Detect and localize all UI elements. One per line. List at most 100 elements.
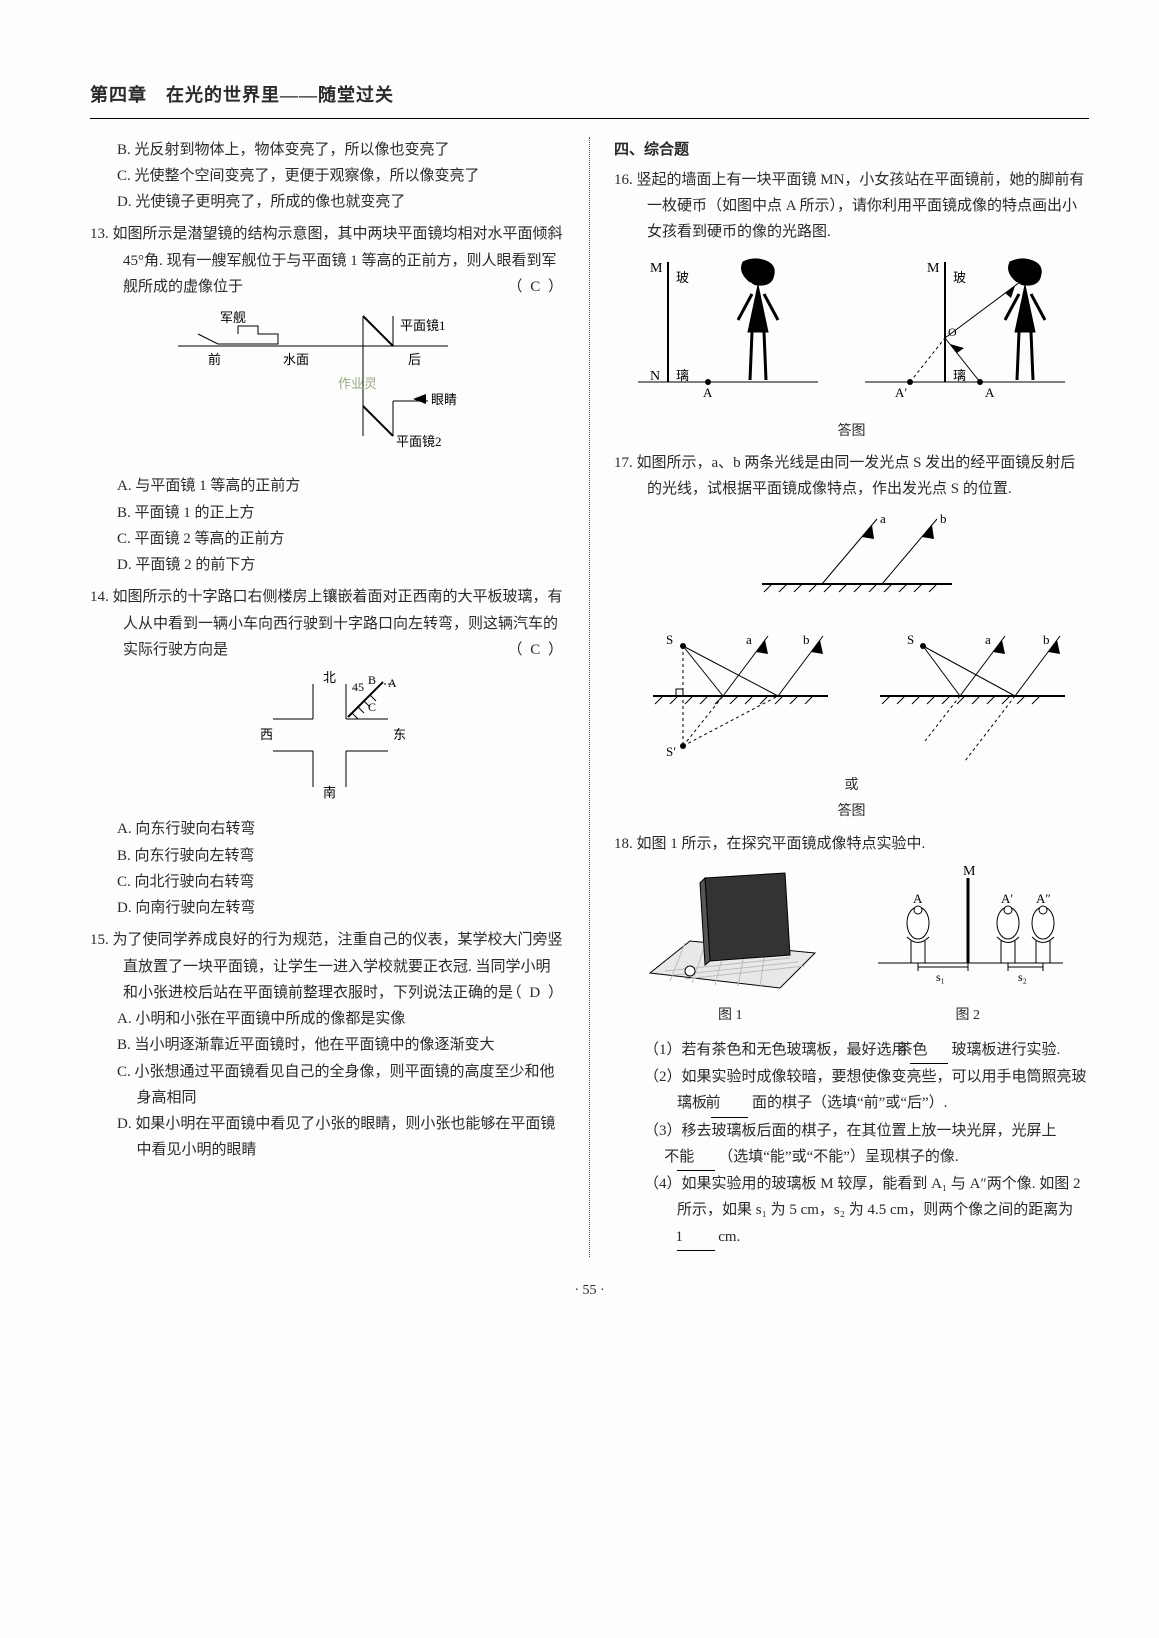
q15-opt-a: A. 小明和小张在平面镜中所成的像都是实像 [90, 1006, 565, 1032]
svg-text:C: C [368, 700, 376, 714]
q16-figure: M N 玻 璃 A [614, 252, 1089, 412]
q15-opt-d: D. 如果小明在平面镜中看见了小张的眼睛，则小张也能够在平面镜中看见小明的眼睛 [90, 1111, 565, 1164]
q14-answer: （ C ） [540, 637, 565, 663]
q12-opt-b: B. 光反射到物体上，物体变亮了，所以像也变亮了 [90, 137, 565, 163]
q15-stem-text: 15. 为了使同学养成良好的行为规范，注重自己的仪表，某学校大门旁竖直放置了一块… [90, 932, 563, 1001]
q17-or-label: 或 [614, 774, 1089, 799]
svg-text:A″: A″ [1036, 891, 1051, 906]
q15-answer: （ D ） [540, 980, 565, 1006]
svg-text:b: b [803, 632, 810, 647]
q16-answer-label: 答图 [614, 420, 1089, 445]
q13-opt-b: B. 平面镜 1 的正上方 [90, 500, 565, 526]
svg-text:s₂: s₂ [1018, 970, 1027, 984]
q18-p1-blank: 茶色 [910, 1037, 948, 1064]
q18-figure: 图 1 M A [614, 863, 1089, 1029]
q14-stem-text: 14. 如图所示的十字路口右侧楼房上镶嵌着面对正西南的大平板玻璃，有人从中看到一… [90, 589, 563, 658]
svg-text:M: M [963, 864, 976, 879]
svg-text:玻: 玻 [953, 270, 966, 285]
q14-stem: 14. 如图所示的十字路口右侧楼房上镶嵌着面对正西南的大平板玻璃，有人从中看到一… [90, 584, 565, 663]
q18-p4-blank: 1 [677, 1224, 715, 1251]
svg-text:B: B [368, 673, 376, 687]
svg-text:水面: 水面 [283, 352, 309, 367]
q18-p1-post: 玻璃板进行实验. [952, 1042, 1061, 1058]
svg-text:眼睛: 眼睛 [431, 392, 457, 407]
svg-text:M: M [650, 261, 663, 276]
q13-stem: 13. 如图所示是潜望镜的结构示意图，其中两块平面镜均相对水平面倾斜 45°角.… [90, 221, 565, 300]
svg-text:S: S [907, 632, 914, 647]
q18-p4: （4）如果实验用的玻璃板 M 较厚，能看到 A₁ 与 A″两个像. 如图 2 所… [614, 1171, 1089, 1251]
svg-text:南: 南 [323, 785, 336, 799]
svg-text:M: M [927, 261, 940, 276]
svg-text:璃: 璃 [676, 368, 689, 383]
page-number: · 55 · [90, 1279, 1089, 1304]
q15-stem: 15. 为了使同学养成良好的行为规范，注重自己的仪表，某学校大门旁竖直放置了一块… [90, 927, 565, 1006]
q13-answer: （ C ） [540, 274, 565, 300]
q15-opt-b: B. 当小明逐渐靠近平面镜时，他在平面镜中的像逐渐变大 [90, 1032, 565, 1058]
q18-p2-blank: 前 [711, 1090, 749, 1117]
svg-text:A′: A′ [895, 385, 907, 400]
svg-text:45: 45 [352, 680, 364, 694]
svg-text:S′: S′ [666, 744, 676, 759]
svg-text:前: 前 [208, 352, 221, 367]
svg-text:A′: A′ [1001, 891, 1013, 906]
svg-text:西: 西 [260, 727, 273, 742]
q17-figure-answer: S a b S′ [614, 616, 1089, 766]
svg-text:玻: 玻 [676, 270, 689, 285]
section-4-head: 四、综合题 [614, 137, 1089, 163]
q14-opt-d: D. 向南行驶向左转弯 [90, 895, 565, 921]
q18-p4-post: cm. [718, 1229, 740, 1245]
q18-fig2-label: 图 2 [863, 1004, 1073, 1029]
svg-text:A: A [388, 676, 397, 690]
svg-text:O: O [948, 325, 957, 339]
svg-text:作业灵: 作业灵 [338, 376, 377, 391]
q12-opt-d: D. 光使镜子更明亮了，所成的像也就变亮了 [90, 189, 565, 215]
right-column: 四、综合题 16. 竖起的墙面上有一块平面镜 MN，小女孩站在平面镜前，她的脚前… [614, 137, 1089, 1257]
q18-stem: 18. 如图 1 所示，在探究平面镜成像特点实验中. [614, 831, 1089, 857]
q13-opt-a: A. 与平面镜 1 等高的正前方 [90, 473, 565, 499]
svg-text:东: 东 [393, 727, 406, 742]
svg-text:北: 北 [323, 670, 336, 685]
q18-p3: （3）移去玻璃板后面的棋子，在其位置上放一块光屏，光屏上 不能 （选填“能”或“… [614, 1118, 1089, 1172]
svg-text:a: a [746, 632, 752, 647]
svg-text:A: A [703, 385, 713, 400]
q14-opt-c: C. 向北行驶向右转弯 [90, 869, 565, 895]
svg-text:a: a [985, 632, 991, 647]
q13-figure: 军舰 前 水面 后 平面镜1 眼睛 平面镜2 作业灵 [90, 306, 565, 465]
q18-p2: （2）如果实验时成像较暗，要想使像变亮些，可以用手电筒照亮玻璃板 前 面的棋子（… [614, 1064, 1089, 1118]
q15-opt-c: C. 小张想通过平面镜看见自己的全身像，则平面镜的高度至少和他身高相同 [90, 1059, 565, 1112]
svg-text:平面镜1: 平面镜1 [400, 318, 446, 333]
q17-figure-top: a b [614, 509, 1089, 608]
svg-text:a: a [880, 511, 886, 526]
q18-fig1-label: 图 1 [630, 1004, 830, 1029]
q18-p1-pre: （1）若有茶色和无色玻璃板，最好选用 [644, 1042, 907, 1058]
q12-opt-c: C. 光使整个空间变亮了，更便于观察像，所以像变亮了 [90, 163, 565, 189]
q14-opt-a: A. 向东行驶向右转弯 [90, 816, 565, 842]
svg-text:A: A [985, 385, 995, 400]
svg-text:军舰: 军舰 [219, 310, 245, 325]
q13-opt-c: C. 平面镜 2 等高的正前方 [90, 526, 565, 552]
q18-p1: （1）若有茶色和无色玻璃板，最好选用 茶色 玻璃板进行实验. [614, 1037, 1089, 1064]
q18-p2-post: 面的棋子（选填“前”或“后”）. [752, 1095, 947, 1111]
q18-p3-blank: 不能 [677, 1144, 715, 1171]
q13-stem-text: 13. 如图所示是潜望镜的结构示意图，其中两块平面镜均相对水平面倾斜 45°角.… [90, 226, 563, 295]
q18-p4-pre: （4）如果实验用的玻璃板 M 较厚，能看到 A₁ 与 A″两个像. 如图 2 所… [644, 1176, 1080, 1218]
chapter-title: 第四章 在光的世界里——随堂过关 [90, 80, 1089, 119]
svg-text:S: S [666, 632, 673, 647]
left-column: B. 光反射到物体上，物体变亮了，所以像也变亮了 C. 光使整个空间变亮了，更便… [90, 137, 565, 1257]
q17-stem: 17. 如图所示，a、b 两条光线是由同一发光点 S 发出的经平面镜反射后的光线… [614, 450, 1089, 503]
q14-opt-b: B. 向东行驶向左转弯 [90, 843, 565, 869]
svg-text:后: 后 [408, 352, 421, 367]
svg-text:b: b [940, 511, 947, 526]
q13-opt-d: D. 平面镜 2 的前下方 [90, 552, 565, 578]
q14-figure: 北 南 西 东 45 B A C [90, 669, 565, 808]
svg-text:A: A [913, 891, 923, 906]
q17-answer-label: 答图 [614, 800, 1089, 825]
column-divider [589, 137, 590, 1257]
q18-p3-post: （选填“能”或“不能”）呈现棋子的像. [718, 1149, 958, 1165]
q16-stem: 16. 竖起的墙面上有一块平面镜 MN，小女孩站在平面镜前，她的脚前有一枚硬币（… [614, 167, 1089, 246]
svg-text:璃: 璃 [953, 368, 966, 383]
q18-p3-pre: （3）移去玻璃板后面的棋子，在其位置上放一块光屏，光屏上 [644, 1123, 1057, 1139]
svg-text:s₁: s₁ [936, 970, 945, 984]
svg-text:b: b [1043, 632, 1050, 647]
svg-text:平面镜2: 平面镜2 [396, 434, 442, 449]
